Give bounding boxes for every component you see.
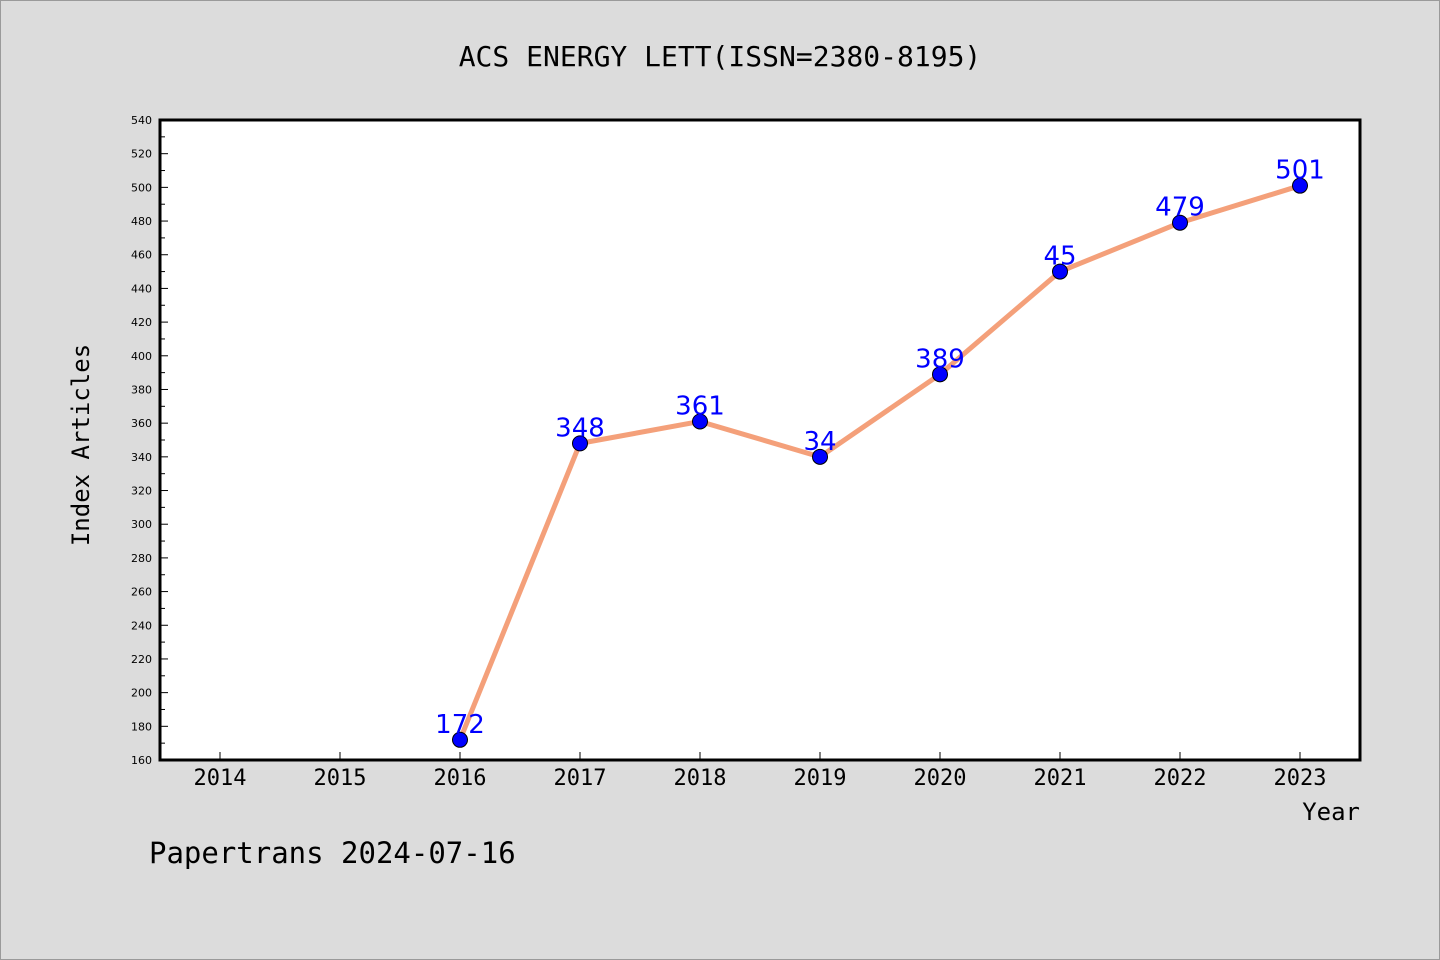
y-tick-label: 500 [131,181,152,194]
data-point [1172,214,1188,231]
data-label: 479 [1155,193,1205,223]
x-axis-title: Year [1302,798,1360,826]
x-tick-label: 2020 [914,766,967,791]
plot-area [158,118,1362,762]
y-tick-label: 220 [131,653,152,666]
y-tick-label: 440 [131,282,152,295]
x-axis: 2014 2015 2016 2017 2018 2019 2020 2021 2022 2023 [194,752,1327,791]
y-tick-label: 260 [131,586,152,599]
y-tick-label: 360 [131,417,152,430]
data-point [932,366,948,383]
data-label: 172 [435,710,485,740]
footer-text: Papertrans 2024-07-16 [149,836,516,870]
y-tick-label: 380 [131,383,152,396]
data-point [812,448,828,465]
data-point [452,731,468,748]
y-tick-label: 320 [131,485,152,498]
y-tick-label: 340 [131,451,152,464]
y-tick-label: 300 [131,518,152,531]
x-tick-label: 2022 [1154,766,1207,791]
y-tick-label: 420 [131,316,152,329]
y-tick-label: 400 [131,350,152,363]
x-tick-label: 2016 [434,766,487,791]
x-tick-label: 2018 [674,766,727,791]
y-tick-label: 160 [131,754,152,767]
y-tick-label: 460 [131,249,152,262]
y-tick-label: 540 [131,114,152,127]
data-label: 361 [675,391,725,421]
data-point [692,413,708,430]
x-tick-label: 2017 [554,766,607,791]
y-axis: 160 180 200 220 240 260 280 300 320 340 360 380 400 4… [131,114,168,767]
x-tick-label: 2023 [1274,766,1327,791]
y-tick-label: 180 [131,720,152,733]
y-axis-title: Index Articles [67,344,95,546]
data-label: 34 [803,427,836,457]
y-tick-label: 480 [131,215,152,228]
series-group: 172 348 361 34 389 45 479 501 [435,156,1325,748]
data-label: 389 [915,344,965,374]
y-tick-label: 280 [131,552,152,565]
x-tick-label: 2014 [194,766,247,791]
x-tick-label: 2019 [794,766,847,791]
x-tick-label: 2015 [314,766,367,791]
data-label: 45 [1043,242,1076,272]
y-tick-label: 200 [131,687,152,700]
data-label: 348 [555,413,605,443]
y-tick-label: 240 [131,619,152,632]
x-tick-label: 2021 [1034,766,1087,791]
series-line [457,183,1303,743]
data-label: 501 [1275,156,1325,186]
chart-title: ACS ENERGY LETT(ISSN=2380-8195) [459,40,982,73]
data-point [1052,263,1068,280]
y-tick-label: 520 [131,148,152,161]
data-point [572,435,588,452]
data-point [1292,177,1308,194]
